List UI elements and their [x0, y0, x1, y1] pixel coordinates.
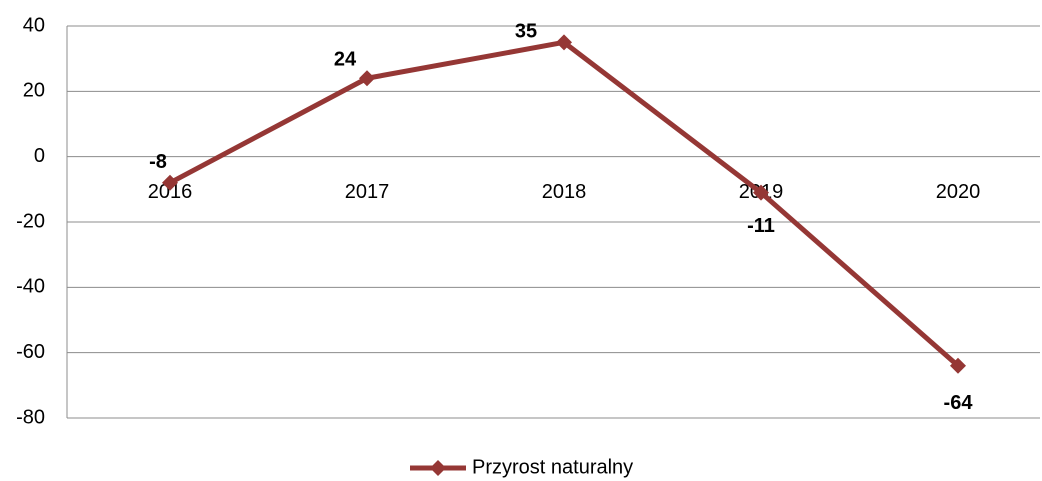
data-label: -11: [747, 215, 775, 237]
marker: [753, 184, 769, 201]
y-tick-label: 0: [34, 145, 45, 167]
x-tick-label: 2018: [542, 181, 587, 203]
marker: [162, 174, 178, 191]
legend-label: Przyrost naturalny: [472, 456, 633, 478]
data-label: 35: [515, 21, 537, 43]
marker: [556, 34, 572, 51]
y-tick-label: 20: [23, 80, 45, 102]
data-label: -8: [149, 151, 167, 173]
y-tick-label: -20: [16, 210, 45, 232]
x-tick-label: 2017: [345, 181, 390, 203]
marker: [950, 357, 966, 374]
x-tick-label: 2020: [936, 181, 981, 203]
data-label: -64: [944, 392, 974, 414]
y-tick-label: -80: [16, 406, 45, 428]
y-tick-label: 40: [23, 14, 45, 36]
x-tick-label: 2016: [148, 181, 193, 203]
y-tick-label: -40: [16, 276, 45, 298]
data-label: 24: [334, 49, 357, 71]
legend-marker: [430, 460, 446, 476]
marker: [359, 70, 375, 87]
y-tick-label: -60: [16, 341, 45, 363]
